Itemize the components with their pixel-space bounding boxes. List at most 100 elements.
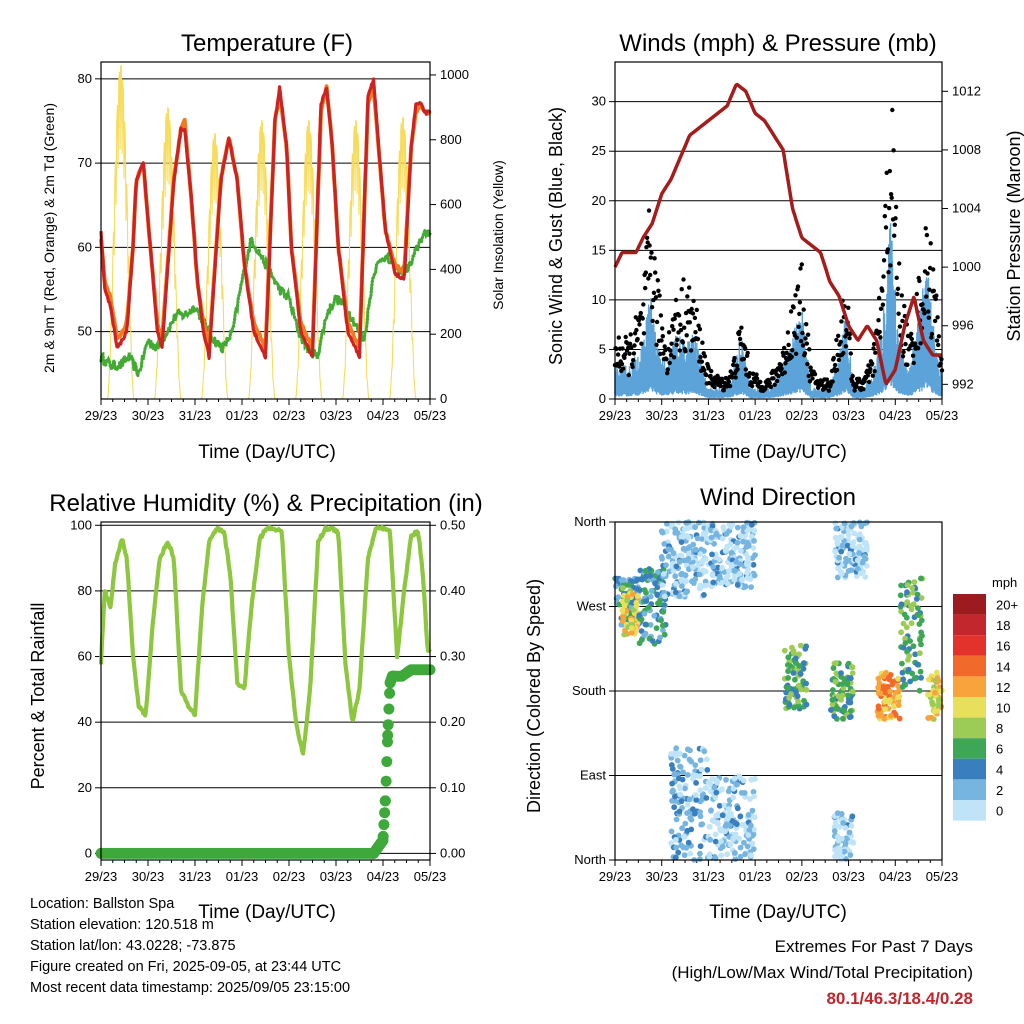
gust-point bbox=[687, 320, 692, 325]
plot-border bbox=[100, 61, 431, 400]
legend-swatch bbox=[953, 655, 986, 677]
gust-point bbox=[922, 311, 927, 316]
wind-direction-point bbox=[795, 698, 801, 705]
wind-direction-point bbox=[785, 675, 791, 681]
wind-direction-point bbox=[803, 680, 809, 687]
wind-direction-point bbox=[698, 766, 705, 773]
wind-direction-point bbox=[796, 651, 802, 658]
wind-direction-point bbox=[875, 705, 882, 712]
wind-direction-point bbox=[800, 665, 807, 672]
x-tick-label: 04/23 bbox=[879, 869, 912, 884]
y-tick-label: 10 bbox=[592, 292, 606, 307]
gust-point bbox=[699, 359, 704, 364]
gust-point bbox=[910, 353, 916, 358]
gust-point bbox=[698, 354, 703, 360]
extremes-line2: (High/Low/Max Wind/Total Precipitation) bbox=[671, 963, 973, 982]
x-tick-label: 04/23 bbox=[367, 869, 400, 884]
wind-direction-point bbox=[702, 785, 709, 791]
dewpoint-series bbox=[99, 224, 432, 377]
wind-direction-point bbox=[697, 856, 703, 863]
y-tick-label: 40 bbox=[78, 714, 92, 729]
gust-point bbox=[800, 343, 806, 348]
gust-point bbox=[785, 330, 791, 335]
wind-direction-point bbox=[718, 852, 725, 859]
wind-direction-point bbox=[741, 839, 747, 846]
gust-point bbox=[804, 341, 809, 346]
wind-direction-point bbox=[917, 650, 923, 657]
wind-direction-point bbox=[742, 583, 749, 590]
wind-direction-point bbox=[748, 822, 754, 829]
wind-direction-xlabel: Time (Day/UTC) bbox=[709, 902, 847, 923]
gust-point bbox=[622, 355, 627, 360]
gust-point bbox=[897, 261, 902, 266]
wind-direction-point bbox=[701, 592, 707, 598]
gust-point bbox=[641, 331, 647, 336]
wind-direction-point bbox=[633, 578, 640, 584]
gust-point bbox=[659, 338, 664, 343]
gust-point bbox=[932, 318, 938, 324]
gust-point bbox=[677, 348, 682, 353]
wind-direction-point bbox=[678, 583, 685, 589]
y-right-tick-label: 1012 bbox=[952, 83, 981, 98]
temperature-ylabel-right: Solar Insolation (Yellow) bbox=[490, 160, 506, 310]
y-tick-label: 25 bbox=[592, 143, 606, 158]
wind-direction-point bbox=[887, 688, 894, 695]
wind-direction-point bbox=[715, 812, 722, 819]
wind-direction-point bbox=[678, 534, 685, 540]
gust-point bbox=[789, 354, 794, 360]
y-tick-label: 20 bbox=[592, 193, 606, 208]
wind-direction-point bbox=[863, 562, 870, 569]
temperature-2m-series bbox=[99, 77, 432, 360]
precipitation-point bbox=[388, 670, 400, 682]
wind-direction-point bbox=[797, 642, 804, 649]
wind-direction-point bbox=[674, 757, 681, 764]
wind-direction-point bbox=[728, 523, 734, 530]
station-info: Location: Ballston Spa Station elevation… bbox=[30, 894, 350, 999]
wind-direction-point bbox=[710, 818, 717, 825]
wind-direction-point bbox=[680, 545, 687, 552]
wind-direction-point bbox=[661, 593, 668, 600]
gust-point bbox=[888, 192, 894, 197]
wind-direction-point bbox=[849, 813, 856, 820]
gust-point bbox=[735, 367, 740, 372]
gust-point bbox=[673, 297, 679, 303]
gust-point bbox=[662, 344, 667, 349]
wind-direction-point bbox=[700, 557, 707, 564]
gust-point bbox=[876, 295, 882, 301]
gust-point bbox=[741, 356, 747, 362]
y-tick-label: 15 bbox=[592, 242, 606, 257]
gust-point bbox=[615, 352, 621, 357]
x-tick-label: 01/23 bbox=[226, 869, 259, 884]
gust-point bbox=[702, 368, 707, 373]
gust-point bbox=[924, 232, 930, 238]
wind-direction-point bbox=[854, 557, 861, 564]
wind-direction-point bbox=[690, 541, 697, 548]
gust-point bbox=[653, 270, 658, 275]
legend-label: 20+ bbox=[996, 598, 1018, 613]
wind-direction-point bbox=[677, 750, 683, 757]
wind-direction-point bbox=[721, 569, 728, 575]
gust-point bbox=[709, 368, 714, 374]
wind-direction-point bbox=[727, 841, 734, 848]
wind-direction-point bbox=[737, 532, 744, 539]
wind-direction-point bbox=[837, 534, 844, 540]
gust-point bbox=[896, 311, 901, 316]
wind-direction-point bbox=[692, 524, 698, 531]
gust-point bbox=[745, 350, 750, 356]
gust-point bbox=[871, 341, 877, 347]
legend-swatch bbox=[953, 738, 986, 759]
wind-direction-point bbox=[850, 840, 857, 846]
wind-direction-point bbox=[672, 798, 678, 804]
wind-direction-point bbox=[724, 815, 731, 822]
x-tick-label: 02/23 bbox=[273, 408, 306, 423]
gust-point bbox=[846, 305, 851, 310]
wind-direction-point bbox=[744, 570, 750, 576]
wind-direction-point bbox=[619, 607, 626, 614]
gust-point bbox=[798, 338, 804, 344]
wind-direction-point bbox=[875, 684, 882, 691]
wind-direction-point bbox=[744, 542, 751, 548]
wind-direction-point bbox=[917, 668, 924, 675]
gust-point bbox=[936, 342, 941, 348]
gust-point bbox=[654, 319, 660, 325]
wind-direction-point bbox=[689, 578, 695, 585]
